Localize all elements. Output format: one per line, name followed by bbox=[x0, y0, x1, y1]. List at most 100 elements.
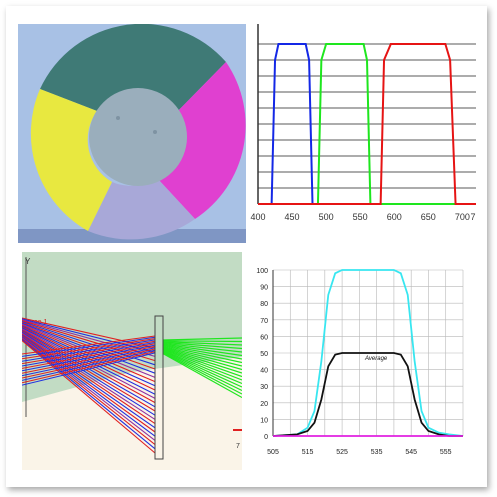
ray-scene-filter-plate bbox=[154, 315, 164, 460]
ray-line bbox=[22, 326, 156, 391]
filter-chart-background bbox=[250, 24, 476, 240]
transmission-x-tick-label: 515 bbox=[302, 449, 314, 456]
filter-x-tick-label: 450 bbox=[285, 212, 300, 222]
filter-series-2 bbox=[258, 43, 476, 205]
ray-line-transmitted bbox=[162, 348, 242, 378]
ray-line bbox=[22, 329, 156, 404]
ray-line bbox=[22, 345, 156, 374]
ray-line bbox=[22, 321, 156, 366]
filter-chart-svg: 400 450 500 550 600 650 700 7 bbox=[250, 24, 476, 240]
filter-spectrum-chart: 400 450 500 550 600 650 700 7 bbox=[250, 24, 476, 240]
transmission-y-tick-label: 80 bbox=[260, 301, 268, 308]
wheel-segment-yellow bbox=[30, 89, 113, 231]
transmission-x-tick-label: 535 bbox=[371, 449, 383, 456]
filter-series-0 bbox=[258, 43, 476, 205]
transmission-y-tick-label: 30 bbox=[260, 384, 268, 391]
filter-x-tick-label: 700 bbox=[455, 212, 470, 222]
transmission-x-tick-label: 525 bbox=[336, 449, 348, 456]
ray-line bbox=[22, 319, 156, 357]
transmission-x-tick-label: 545 bbox=[405, 449, 417, 456]
transmission-chart-x-ticks: 505 515 525 535 545 555 bbox=[267, 449, 452, 456]
transmission-y-tick-label: 0 bbox=[264, 434, 268, 441]
wheel-hub-screw bbox=[116, 116, 120, 120]
ray-line-transmitted bbox=[162, 342, 242, 353]
transmission-y-tick-label: 100 bbox=[256, 268, 268, 275]
ray-line-transmitted bbox=[162, 340, 242, 343]
ray-line bbox=[22, 338, 156, 360]
ray-line bbox=[22, 335, 156, 433]
ray-line bbox=[22, 335, 156, 355]
ray-line-transmitted bbox=[162, 341, 242, 350]
transmission-y-tick-label: 20 bbox=[260, 401, 268, 408]
ray-line-transmitted bbox=[162, 337, 242, 341]
ray-line bbox=[22, 336, 156, 357]
ray-line bbox=[22, 347, 156, 377]
filter-x-tick-label: 650 bbox=[421, 212, 436, 222]
ray-line-transmitted bbox=[162, 353, 242, 399]
ray-line bbox=[22, 348, 156, 379]
transmission-chart-series bbox=[272, 269, 464, 437]
transmission-x-tick-label: 505 bbox=[267, 449, 279, 456]
transmission-y-tick-label: 70 bbox=[260, 318, 268, 325]
filter-chart-x-ticks: 400 450 500 550 600 650 700 7 bbox=[250, 212, 475, 222]
transmission-y-tick-label: 50 bbox=[260, 351, 268, 358]
transmission-series-1 bbox=[272, 352, 463, 437]
transmission-x-tick-label: 555 bbox=[440, 449, 452, 456]
transmission-chart: 100 90 80 70 60 50 40 30 20 10 0 505 515 525 535 545 55… bbox=[247, 258, 475, 470]
filter-x-tick-label: 500 bbox=[319, 212, 334, 222]
transmission-chart-grid bbox=[273, 269, 464, 436]
ray-scene-right-tick: 7 bbox=[236, 443, 240, 450]
color-wheel-panel bbox=[18, 24, 246, 243]
ray-line bbox=[22, 342, 156, 367]
wheel-hub-screw bbox=[153, 130, 157, 134]
ray-line bbox=[22, 337, 156, 441]
ray-line bbox=[22, 343, 156, 369]
wheel-segment-magenta bbox=[157, 62, 246, 219]
ray-line bbox=[22, 352, 156, 386]
ray-line-transmitted bbox=[162, 343, 242, 357]
ray-line-transmitted bbox=[162, 351, 242, 392]
ray-line-transmitted bbox=[162, 349, 242, 381]
color-wheel-image bbox=[18, 24, 246, 243]
ray-line-transmitted bbox=[162, 345, 242, 364]
transmission-y-tick-label: 10 bbox=[260, 417, 268, 424]
ray-line bbox=[22, 333, 156, 425]
ray-line bbox=[22, 338, 156, 446]
ray-line-transmitted bbox=[162, 349, 242, 385]
ray-line bbox=[22, 340, 156, 454]
filter-series-1 bbox=[258, 43, 476, 205]
ray-line-transmitted bbox=[162, 352, 242, 395]
ray-line bbox=[22, 321, 156, 370]
transmission-average-label: Average bbox=[364, 356, 388, 362]
ray-scene-axis-label: Y bbox=[25, 257, 31, 266]
ray-line bbox=[22, 349, 156, 381]
ray-line bbox=[22, 324, 156, 383]
filter-chart-series bbox=[258, 43, 476, 205]
ray-line bbox=[22, 340, 156, 365]
ray-line-transmitted bbox=[162, 345, 242, 367]
ray-trace-image: Y ource 1 7 bbox=[22, 252, 242, 470]
ray-line bbox=[22, 351, 156, 384]
ray-line-transmitted bbox=[162, 346, 242, 371]
filter-x-tick-label: 400 bbox=[250, 212, 265, 222]
ray-line bbox=[22, 339, 156, 362]
ray-trace-panel: Y ource 1 7 bbox=[22, 252, 242, 470]
ray-bundle bbox=[22, 317, 242, 454]
ray-line-transmitted bbox=[162, 341, 242, 346]
filter-x-tick-label: 600 bbox=[387, 212, 402, 222]
filter-x-tick-label: 7 bbox=[470, 212, 475, 222]
transmission-chart-background bbox=[247, 258, 475, 470]
transmission-y-tick-label: 40 bbox=[260, 368, 268, 375]
ray-line bbox=[22, 344, 156, 372]
ray-line-transmitted bbox=[162, 344, 242, 360]
transmission-y-tick-label: 60 bbox=[260, 334, 268, 341]
ray-line bbox=[22, 331, 156, 412]
wheel-segment-teal bbox=[40, 24, 226, 116]
filter-x-tick-label: 550 bbox=[353, 212, 368, 222]
transmission-series-0 bbox=[272, 269, 464, 437]
ray-line-transmitted bbox=[162, 350, 242, 388]
ray-line bbox=[22, 332, 156, 420]
ray-line-transmitted bbox=[162, 347, 242, 374]
